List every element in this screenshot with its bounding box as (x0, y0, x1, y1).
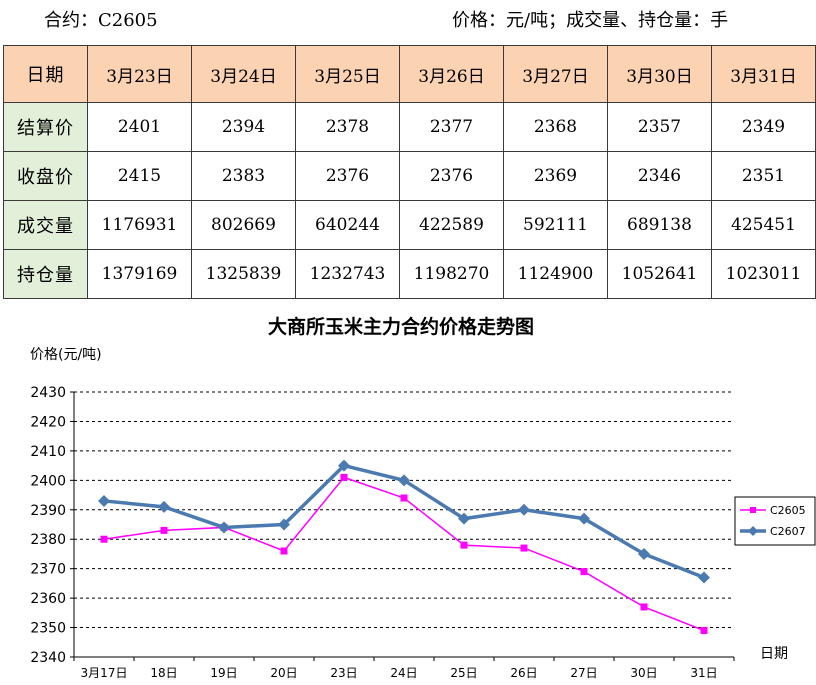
y-tick-label: 2360 (30, 591, 66, 607)
table-row: 成交量 1176931 802669 640244 422589 592111 … (3, 200, 816, 250)
x-axis-label: 日期 (760, 646, 788, 662)
data-point-C2605 (640, 603, 648, 611)
axes (70, 391, 735, 661)
table-cell: 1198270 (399, 249, 504, 299)
data-point-C2605 (160, 526, 168, 534)
row-label: 持仓量 (3, 249, 88, 299)
table-cell: 2415 (87, 151, 192, 201)
column-header: 3月26日 (399, 45, 504, 103)
x-tick-label: 26日 (510, 666, 537, 680)
y-tick-label: 2350 (30, 621, 66, 637)
row-label: 成交量 (3, 200, 88, 250)
y-tick-label: 2380 (30, 532, 66, 548)
table-cell: 1052641 (607, 249, 712, 299)
gridlines (74, 391, 734, 629)
y-tick-label: 2370 (30, 562, 66, 578)
x-tick-label: 20日 (270, 666, 297, 680)
column-header: 3月24日 (191, 45, 296, 103)
data-point-C2605 (100, 535, 108, 543)
table-cell: 2368 (503, 102, 608, 152)
chart-title: 大商所玉米主力合约价格走势图 (268, 315, 534, 338)
table-cell: 1379169 (87, 249, 192, 299)
legend-label: C2605 (770, 504, 806, 517)
data-point-C2607 (638, 547, 650, 560)
y-tick-labels: 2340 2350 2360 2370 2380 2390 2400 2410 2420 2430 (30, 385, 66, 666)
x-tick-label: 24日 (390, 666, 417, 680)
table-cell: 2401 (87, 102, 192, 152)
data-point-C2607 (518, 503, 530, 516)
y-tick-label: 2390 (30, 503, 66, 519)
row-label: 结算价 (3, 102, 88, 152)
units-label: 价格：元/吨；成交量、持仓量：手 (452, 10, 729, 31)
table-cell: 1176931 (87, 200, 192, 250)
table-cell: 2376 (399, 151, 504, 201)
x-tick-labels: 3月17日 18日 19日 20日 23日 24日 25日 26日 27日 30日 31日 (81, 666, 718, 680)
table-cell: 1232743 (295, 249, 400, 299)
table-row: 持仓量 1379169 1325839 1232743 1198270 1124… (3, 249, 816, 299)
contract-label: 合约：C2605 (44, 10, 158, 31)
table-cell: 592111 (503, 200, 608, 250)
data-point-C2607 (278, 518, 290, 531)
x-tick-label: 27日 (570, 666, 597, 680)
table-cell: 2349 (711, 102, 816, 152)
legend-label: C2607 (770, 525, 806, 538)
x-tick-label: 30日 (630, 666, 657, 680)
data-point-C2605 (280, 547, 288, 555)
table-cell: 425451 (711, 200, 816, 250)
data-point-C2605 (460, 541, 468, 549)
data-point-C2605 (580, 568, 588, 576)
x-tick-label: 18日 (150, 666, 177, 680)
table-cell: 2346 (607, 151, 712, 201)
row-label: 收盘价 (3, 151, 88, 201)
x-tick-label: 23日 (330, 666, 357, 680)
legend-marker (748, 526, 758, 536)
series-lines (98, 459, 710, 634)
column-header: 3月25日 (295, 45, 400, 103)
table-cell: 1325839 (191, 249, 296, 299)
data-point-C2607 (338, 459, 350, 472)
y-tick-label: 2410 (30, 444, 66, 460)
data-point-C2605 (400, 494, 408, 502)
column-header: 日期 (3, 45, 88, 103)
table-cell: 2394 (191, 102, 296, 152)
data-point-C2607 (458, 512, 470, 525)
data-point-C2607 (398, 474, 410, 487)
table-row: 收盘价 2415 2383 2376 2376 2369 2346 2351 (3, 151, 816, 201)
x-tick-label: 19日 (210, 666, 237, 680)
legend-marker (750, 507, 756, 513)
y-tick-label: 2400 (30, 473, 66, 489)
legend: C2605 C2607 (734, 496, 816, 546)
data-point-C2605 (340, 473, 348, 481)
table-cell: 2351 (711, 151, 816, 201)
data-point-C2607 (698, 571, 710, 584)
table-cell: 2369 (503, 151, 608, 201)
column-header: 3月27日 (503, 45, 608, 103)
table-cell: 802669 (191, 200, 296, 250)
data-point-C2607 (158, 500, 170, 513)
legend-box (734, 496, 816, 546)
table-cell: 1124900 (503, 249, 608, 299)
x-tick-label: 25日 (450, 666, 477, 680)
table-cell: 2378 (295, 102, 400, 152)
data-point-C2605 (700, 627, 708, 634)
y-tick-label: 2340 (30, 650, 66, 666)
y-tick-label: 2430 (30, 385, 66, 401)
table-header-row: 日期 3月23日 3月24日 3月25日 3月26日 3月27日 3月30日 3… (3, 45, 816, 103)
table-cell: 640244 (295, 200, 400, 250)
price-table: 日期 3月23日 3月24日 3月25日 3月26日 3月27日 3月30日 3… (3, 45, 816, 299)
data-point-C2607 (98, 494, 110, 507)
data-point-C2605 (520, 544, 528, 552)
data-point-C2607 (578, 512, 590, 525)
y-tick-label: 2420 (30, 414, 66, 430)
x-tick-label: 31日 (690, 666, 717, 680)
x-tick-label: 3月17日 (81, 666, 128, 680)
table-cell: 1023011 (711, 249, 816, 299)
column-header: 3月23日 (87, 45, 192, 103)
y-axis-label: 价格(元/吨) (30, 347, 102, 363)
column-header: 3月30日 (607, 45, 712, 103)
table-cell: 2357 (607, 102, 712, 152)
data-point-C2607 (218, 521, 230, 534)
